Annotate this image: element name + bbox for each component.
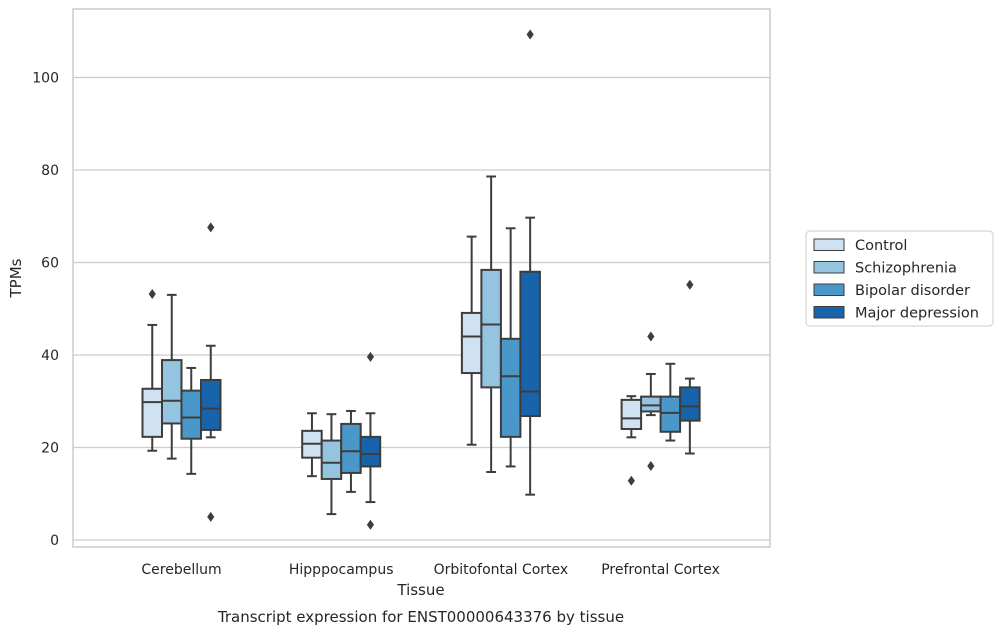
- y-tick-label-60: 60: [41, 256, 59, 272]
- box-iqr: [659, 395, 682, 433]
- box-iqr: [320, 439, 343, 480]
- outlier-point: [366, 351, 375, 362]
- box-iqr: [340, 422, 362, 474]
- y-tick-label-20: 20: [41, 441, 59, 457]
- outlier-point: [686, 279, 694, 290]
- y-tick-label-100: 100: [32, 71, 59, 87]
- legend-swatch-4: [813, 306, 845, 319]
- x-tick-labels: Cerebellum Hipppocampus Orbitofontal Corte…: [141, 562, 720, 578]
- outlier-point: [526, 29, 534, 40]
- chart-title: Transcript expression for ENST0000064337…: [217, 608, 624, 626]
- outlier-point: [647, 461, 655, 471]
- box-iqr: [640, 395, 662, 413]
- box-2-4: [640, 331, 662, 471]
- y-axis-label: TPMs: [7, 258, 25, 298]
- x-tick-label-3: Orbitofontal Cortex: [434, 562, 569, 578]
- y-tick-label-40: 40: [41, 348, 59, 364]
- legend-label-4: Major depression: [855, 306, 979, 322]
- outlier-point: [148, 288, 156, 299]
- outlier-point: [647, 331, 655, 342]
- box-iqr: [460, 311, 483, 375]
- box-4-4: [679, 279, 701, 455]
- box-3-4: [659, 362, 682, 442]
- x-tick-label-2: Hipppocampus: [289, 562, 394, 578]
- box-4-1: [200, 222, 222, 522]
- legend-label-3: Bipolar disorder: [855, 283, 970, 299]
- box-2-3: [480, 175, 502, 474]
- box-iqr: [519, 270, 541, 418]
- box-iqr: [679, 386, 701, 422]
- box-4-2: [359, 351, 382, 530]
- box-iqr: [480, 268, 502, 389]
- plot-background: [73, 9, 770, 547]
- plot-frame: [72, 8, 771, 548]
- box-3-3: [499, 227, 522, 468]
- y-tick-labels: 0 20 40 60 80 100: [32, 71, 59, 550]
- x-axis-label: Tissue: [396, 581, 444, 599]
- outlier-point: [207, 511, 215, 522]
- x-tick-label-4: Prefrontal Cortex: [601, 562, 720, 578]
- legend-swatch-2: [813, 261, 845, 274]
- box-iqr: [359, 435, 382, 468]
- y-gridlines: [73, 76, 770, 541]
- y-tick-label-0: 0: [50, 533, 59, 549]
- box-2-2: [320, 413, 343, 516]
- box-1-1: [141, 288, 163, 452]
- legend-label-1: Control: [855, 238, 907, 254]
- box-1-3: [460, 235, 483, 446]
- outlier-point: [207, 222, 215, 233]
- box-iqr: [620, 398, 643, 430]
- box-groups: [141, 29, 701, 530]
- outlier-point: [627, 475, 635, 486]
- box-iqr: [141, 387, 163, 438]
- legend-swatch-3: [813, 283, 845, 296]
- legend: Control Schizophrenia Bipolar disorder Majo…: [805, 230, 994, 327]
- box-iqr: [180, 389, 202, 440]
- outlier-point: [366, 519, 375, 530]
- y-tick-label-80: 80: [41, 163, 59, 179]
- box-iqr: [200, 378, 222, 431]
- legend-label-2: Schizophrenia: [855, 261, 957, 277]
- box-4-3: [519, 29, 541, 496]
- legend-frame: [805, 230, 994, 327]
- legend-swatch-1: [813, 238, 845, 251]
- box-iqr: [499, 337, 522, 438]
- box-1-4: [620, 395, 643, 486]
- box-iqr: [161, 359, 183, 425]
- x-tick-label-1: Cerebellum: [141, 562, 221, 578]
